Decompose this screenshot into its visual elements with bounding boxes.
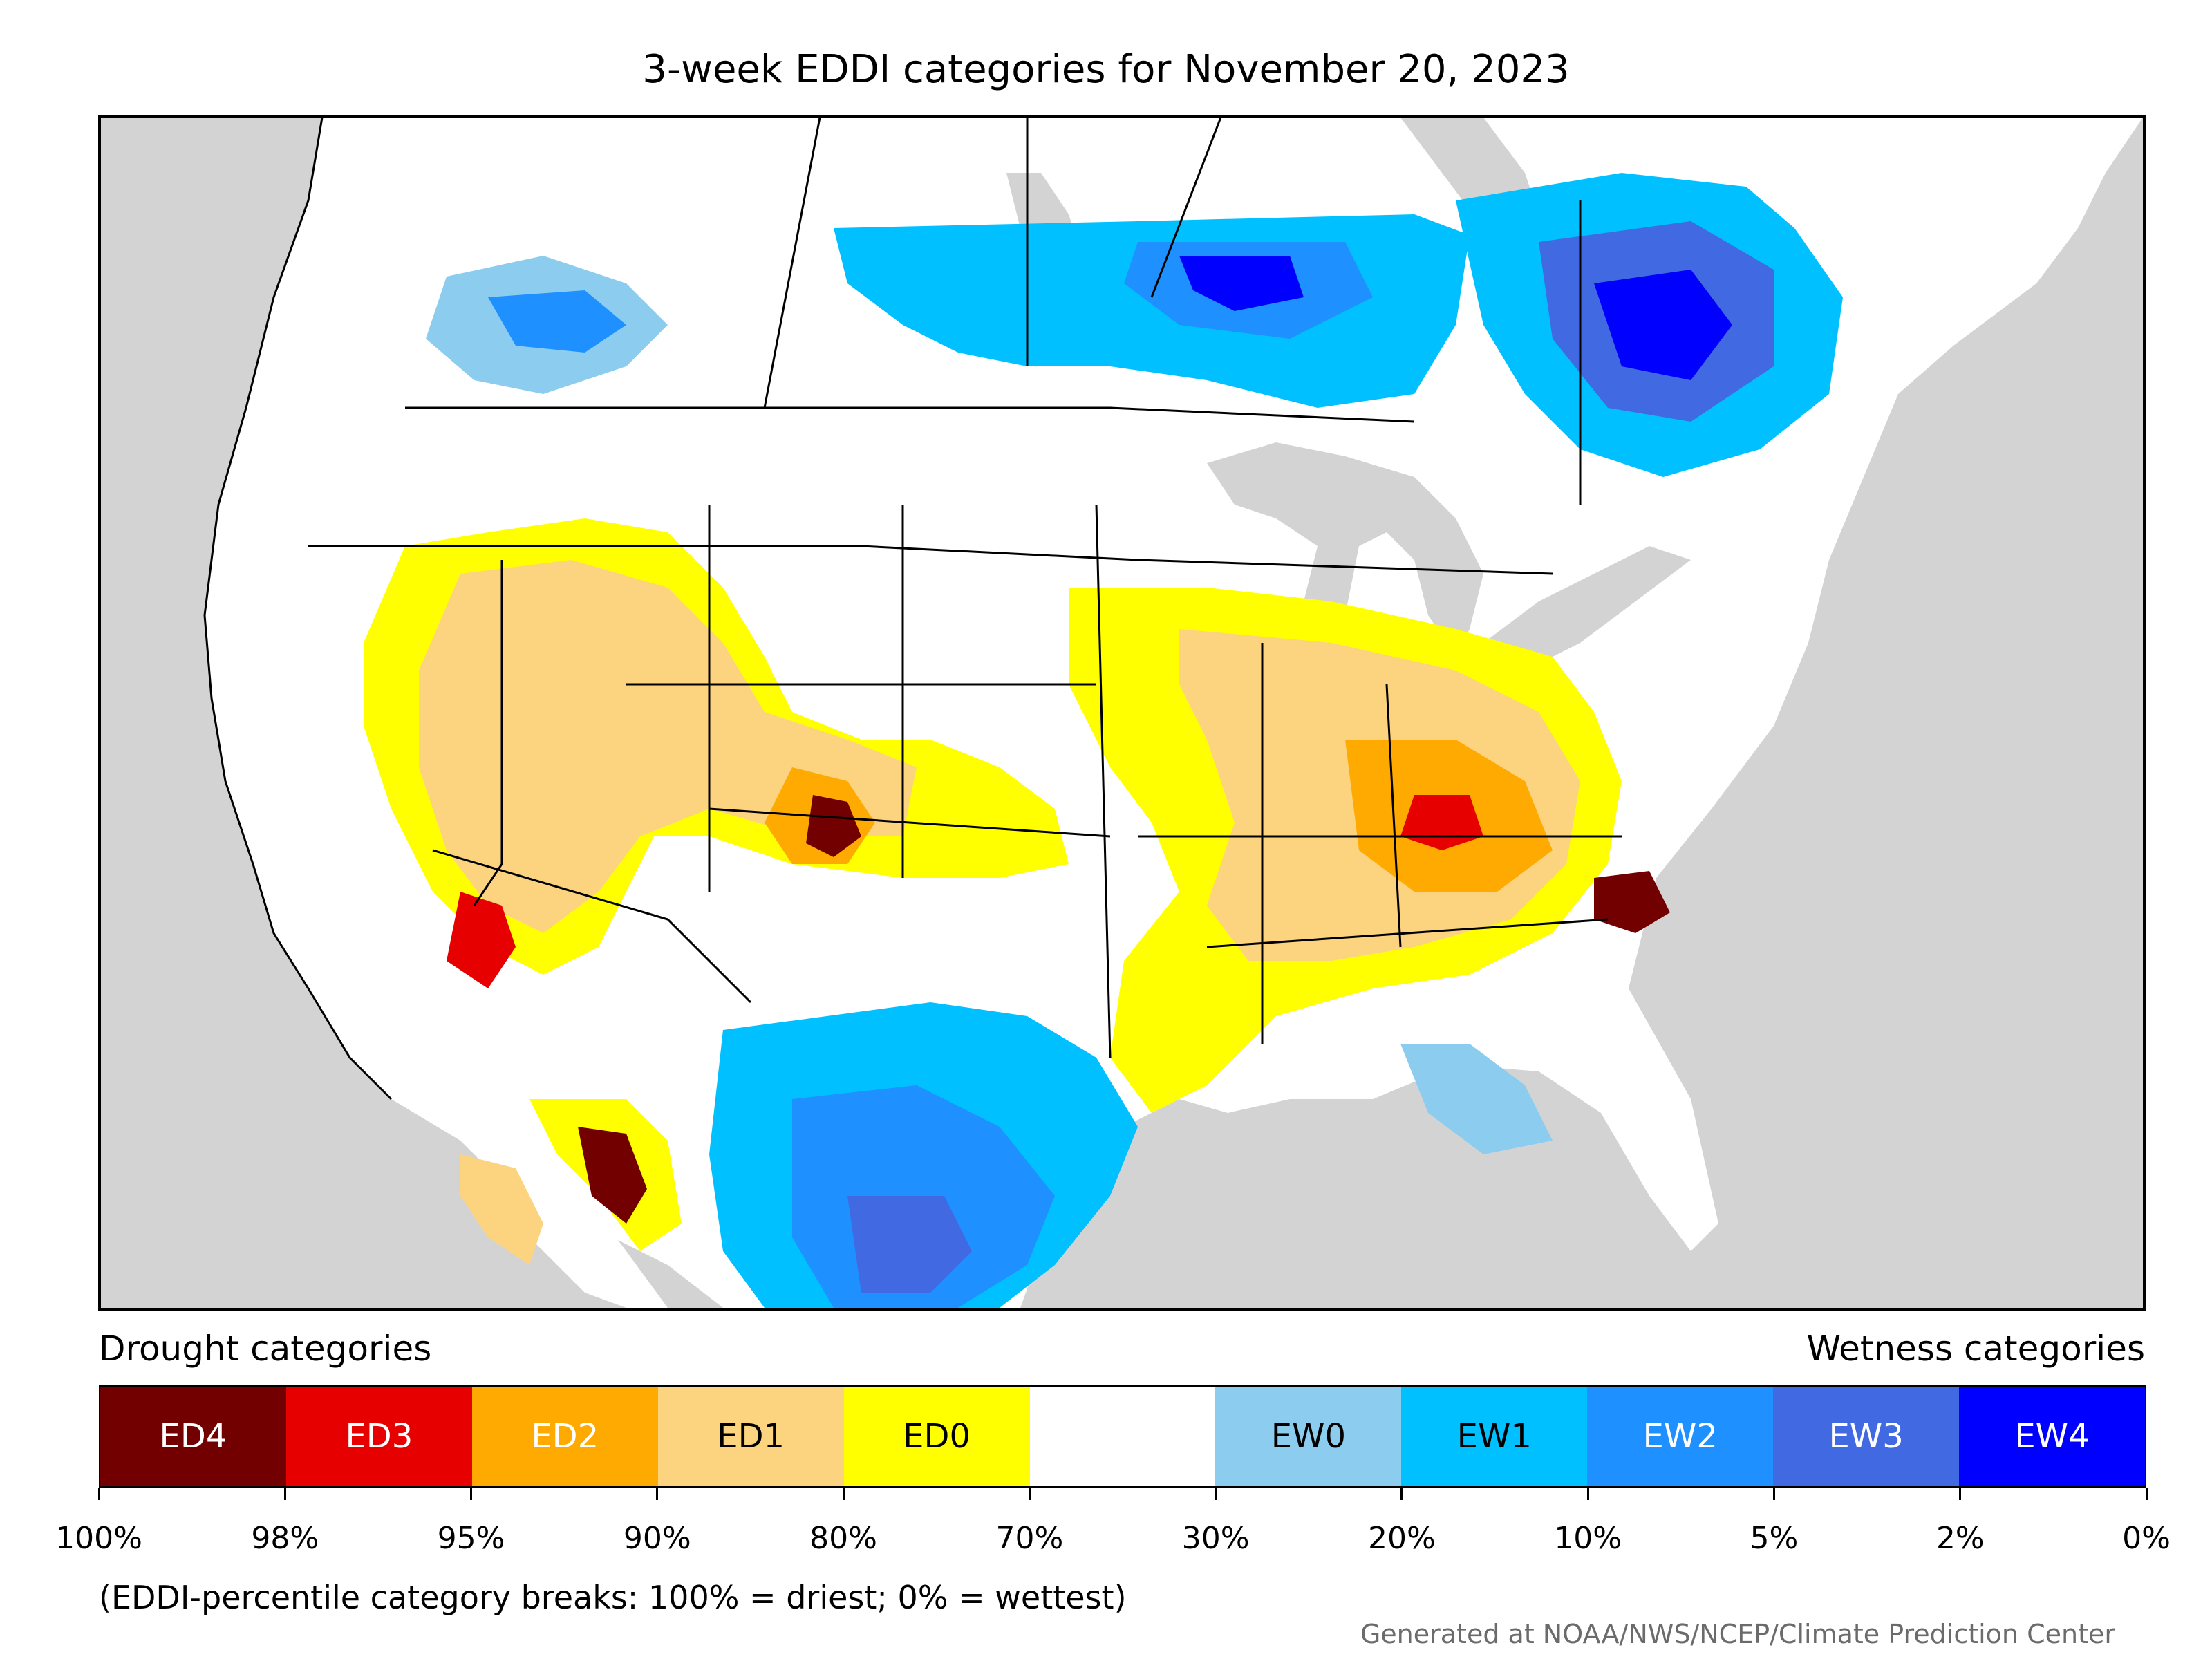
wet-texas-core2 [847,1196,972,1293]
tick-label: 0% [2122,1521,2171,1556]
tick-mark [1400,1488,1403,1500]
tick-mark [842,1488,845,1500]
legend-ew0: EW0 [1215,1387,1402,1486]
category-break-note: (EDDI-percentile category breaks: 100% =… [99,1579,1127,1616]
tick-mark [1772,1488,1775,1500]
legend-ew4: EW4 [1959,1387,2145,1486]
tick-mark [283,1488,286,1500]
legend-ew1: EW1 [1401,1387,1588,1486]
tick-mark [1215,1488,1217,1500]
wet-florida [1400,1044,1553,1154]
tick-mark [470,1488,473,1500]
great-lakes [1207,442,1483,657]
source-credit: Generated at NOAA/NWS/NCEP/Climate Predi… [1360,1619,2115,1649]
eddi-map [98,115,2146,1311]
wet-pacific-nw-core [488,290,626,353]
legend-ticks [0,1488,2212,1515]
map-title: 3-week EDDI categories for November 20, … [642,47,1570,92]
legend-ed4: ED4 [100,1387,286,1486]
tick-label: 20% [1368,1521,1436,1556]
tick-label: 100% [55,1521,142,1556]
tick-mark [97,1488,100,1500]
tick-label: 2% [1936,1521,1985,1556]
tick-label: 30% [1181,1521,1250,1556]
legend-ed3: ED3 [285,1387,472,1486]
legend-ew2: EW2 [1587,1387,1774,1486]
tick-mark [656,1488,659,1500]
tick-mark [1959,1488,1962,1500]
dry-baja [460,1154,543,1265]
coastline [203,118,393,1100]
category-legend: ED4 ED3 ED2 ED1 ED0 EW0 EW1 EW2 EW3 EW4 [99,1385,2146,1488]
legend-ed1: ED1 [657,1387,844,1486]
drought-categories-heading: Drought categories [99,1329,432,1369]
legend-normal [1029,1387,1216,1486]
tick-mark [1028,1488,1031,1500]
tick-mark [1586,1488,1589,1500]
tick-mark [2145,1488,2148,1500]
tick-label: 95% [437,1521,505,1556]
wetness-categories-heading: Wetness categories [1806,1329,2145,1369]
baja-california [447,1099,668,1308]
dry-colorado-ed4 [806,795,861,857]
wet-quebec-core2 [1594,270,1732,380]
dry-west-ed1 [419,560,917,933]
tick-label: 90% [623,1521,691,1556]
tick-label: 98% [251,1521,319,1556]
legend-ed0: ED0 [843,1387,1030,1486]
legend-ed2: ED2 [471,1387,658,1486]
tick-label: 80% [809,1521,877,1556]
tick-label: 70% [995,1521,1064,1556]
wet-canada-central-core2 [1179,256,1304,311]
state-borders [308,118,1622,1058]
map-canvas [101,118,2143,1308]
lake-erie-ontario [1483,546,1691,671]
tick-label: 10% [1554,1521,1622,1556]
dry-carolina-ed4 [1594,871,1670,933]
tick-label: 5% [1750,1521,1799,1556]
dry-arizona-ed3 [447,892,516,988]
dry-mexico-ed4 [578,1127,647,1224]
legend-ew3: EW3 [1773,1387,1960,1486]
